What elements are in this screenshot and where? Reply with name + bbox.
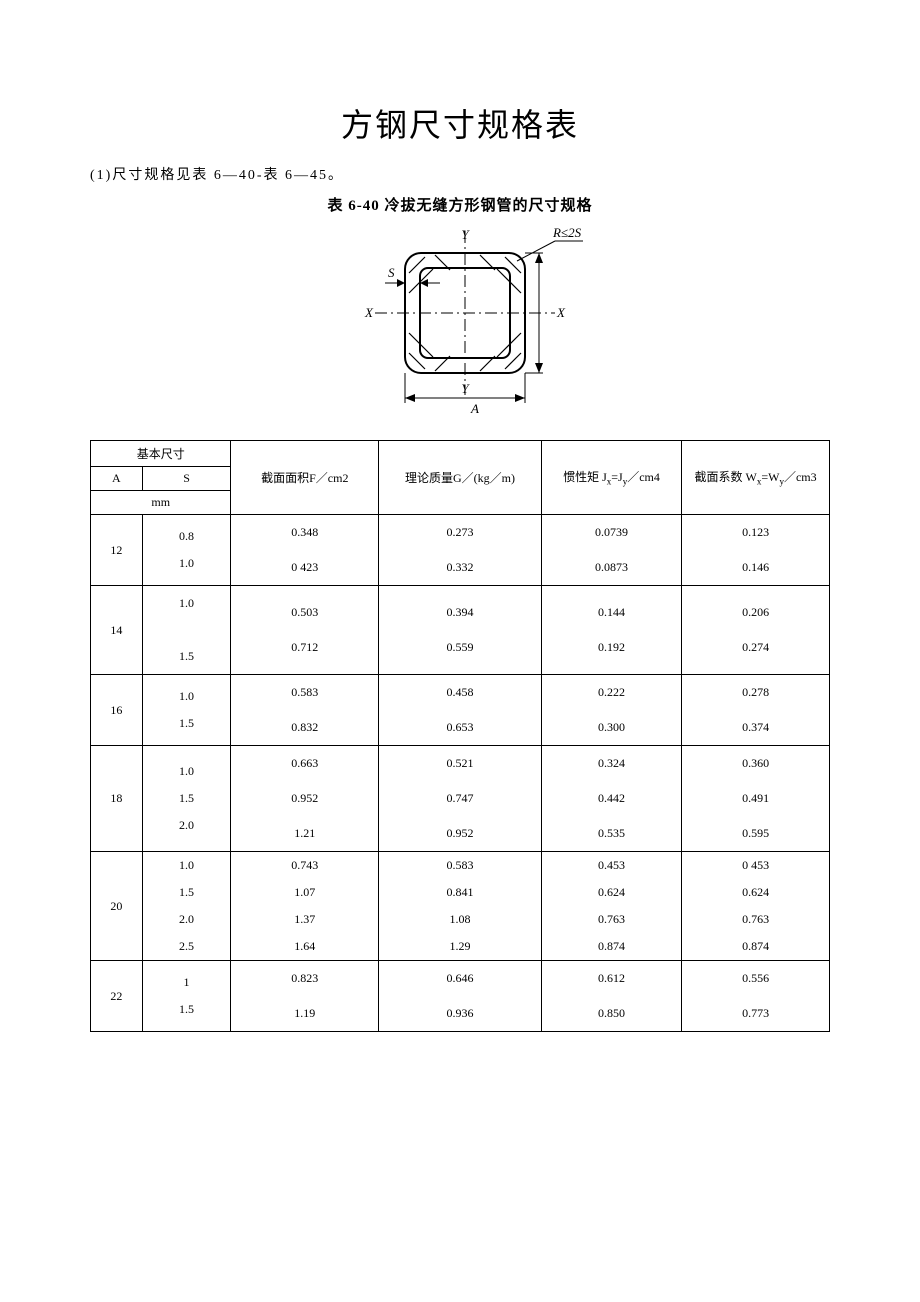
page-title: 方钢尺寸规格表 (90, 100, 830, 146)
cell-F: 0.3480 423 (231, 515, 379, 586)
cell-G: 0.2730.332 (379, 515, 542, 586)
diagram-label-y-bot: Y (461, 381, 470, 396)
diagram-label-r: R≤2S (552, 225, 582, 240)
th-s: S (142, 467, 231, 491)
diagram-label-x-left: X (364, 305, 374, 320)
diagram-label-x-right: X (556, 305, 566, 320)
cell-J: 0.3240.4420.535 (541, 746, 681, 852)
cell-S: 1.01.52.0 (142, 746, 231, 852)
cell-A: 18 (91, 746, 143, 852)
cell-W: 0.2060.274 (682, 586, 830, 675)
cell-F: 0.7431.071.371.64 (231, 852, 379, 961)
cell-J: 0.6120.850 (541, 961, 681, 1032)
cell-F: 0.5830.832 (231, 675, 379, 746)
intro-text: (1)尺寸规格见表 6—40-表 6—45。 (90, 164, 830, 184)
th-a: A (91, 467, 143, 491)
cell-S: 1.01.52.02.5 (142, 852, 231, 961)
section-diagram: Y Y X X S A R≤2S (90, 223, 830, 428)
cell-F: 0.6630.9521.21 (231, 746, 379, 852)
th-w: 截面系数 Wx=Wy／cm3 (682, 441, 830, 515)
cell-F: 0.8231.19 (231, 961, 379, 1032)
cell-G: 0.4580.653 (379, 675, 542, 746)
diagram-label-s: S (388, 265, 395, 280)
cell-A: 12 (91, 515, 143, 586)
cell-G: 0.6460.936 (379, 961, 542, 1032)
cell-J: 0.2220.300 (541, 675, 681, 746)
th-basic: 基本尺寸 (91, 441, 231, 467)
cell-G: 0.5830.8411.081.29 (379, 852, 542, 961)
diagram-label-a: A (470, 401, 479, 416)
cell-A: 22 (91, 961, 143, 1032)
cell-S: 0.81.0 (142, 515, 231, 586)
th-f: 截面面积F／cm2 (231, 441, 379, 515)
cell-J: 0.4530.6240.7630.874 (541, 852, 681, 961)
spec-table: 基本尺寸 截面面积F／cm2 理论质量G／(kg／m) 惯性矩 Jx=Jy／cm… (90, 440, 830, 1032)
cell-S: 11.5 (142, 961, 231, 1032)
cell-W: 0.1230.146 (682, 515, 830, 586)
cell-W: 0 4530.6240.7630.874 (682, 852, 830, 961)
cell-G: 0.5210.7470.952 (379, 746, 542, 852)
cell-S: 1.01.5 (142, 675, 231, 746)
cell-J: 0.07390.0873 (541, 515, 681, 586)
cell-W: 0.2780.374 (682, 675, 830, 746)
table-title: 表 6-40 冷拔无缝方形钢管的尺寸规格 (90, 194, 830, 215)
cell-A: 20 (91, 852, 143, 961)
cell-S: 1.01.5 (142, 586, 231, 675)
cell-F: 0.5030.712 (231, 586, 379, 675)
th-mm: mm (91, 491, 231, 515)
cell-G: 0.3940.559 (379, 586, 542, 675)
cell-W: 0.3600.4910.595 (682, 746, 830, 852)
diagram-label-y-top: Y (461, 227, 470, 242)
th-j: 惯性矩 Jx=Jy／cm4 (541, 441, 681, 515)
cell-A: 16 (91, 675, 143, 746)
th-g: 理论质量G／(kg／m) (379, 441, 542, 515)
cell-A: 14 (91, 586, 143, 675)
cell-W: 0.5560.773 (682, 961, 830, 1032)
cell-J: 0.1440.192 (541, 586, 681, 675)
